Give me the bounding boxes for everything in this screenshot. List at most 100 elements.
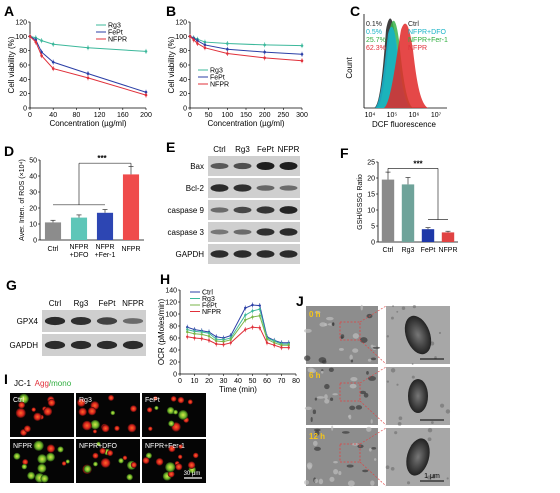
j-texture xyxy=(385,465,390,470)
h-point-fept xyxy=(265,338,269,341)
i-cell xyxy=(106,449,114,457)
h-xlabel: Time (min) xyxy=(219,385,257,394)
g-band xyxy=(122,340,144,350)
j-texture xyxy=(350,376,358,382)
b-point-fept xyxy=(300,52,304,56)
j-texture xyxy=(370,357,377,361)
b-ytick: 80 xyxy=(179,48,187,55)
h-xtick: 50 xyxy=(249,378,257,385)
agg-label: Agg xyxy=(35,379,49,388)
h-xtick: 30 xyxy=(220,378,228,385)
j-texture xyxy=(313,428,321,432)
j-texture xyxy=(328,367,334,372)
b-point-nfpr xyxy=(226,52,229,55)
j-texture xyxy=(304,355,311,361)
a-point-rg3 xyxy=(40,39,43,42)
i-cell xyxy=(90,419,100,430)
i-cell xyxy=(192,452,199,459)
i-cell xyxy=(21,463,28,470)
b-legend-label: Rg3 xyxy=(210,68,223,75)
j-texture xyxy=(304,406,312,410)
d-xtick-nfpr: NFPR xyxy=(121,246,140,253)
h-point-nfpr xyxy=(280,346,283,349)
j-texture xyxy=(398,416,403,421)
i-cell xyxy=(33,412,42,421)
e-strip xyxy=(208,222,300,242)
i-cell xyxy=(126,473,133,481)
e-band xyxy=(233,162,252,170)
j-texture xyxy=(312,440,318,447)
j-time-label: 0 h xyxy=(309,310,321,319)
h-xtick: 0 xyxy=(178,378,182,385)
b-point-fept xyxy=(263,50,266,54)
j-texture xyxy=(391,316,394,320)
svg-text:JC-1 Agg/mono: JC-1 Agg/mono xyxy=(14,379,72,388)
j-texture xyxy=(316,396,325,399)
g-band xyxy=(122,318,144,324)
j-time-label: 12 h xyxy=(309,432,325,441)
h-point-nfpr xyxy=(258,326,261,329)
b-series-nfpr-line xyxy=(189,35,303,62)
i-cell xyxy=(167,470,175,478)
h-legend-label: NFPR xyxy=(202,309,221,316)
j-mitochondrion xyxy=(404,315,432,355)
e-band xyxy=(279,250,298,258)
j-texture xyxy=(338,471,342,476)
i-tile-label: Rg3 xyxy=(79,397,92,404)
i-cell xyxy=(61,461,67,466)
e-band xyxy=(210,207,229,213)
panel-c-xlabel: DCF fluorescence xyxy=(372,120,437,129)
i-cell xyxy=(37,454,47,464)
a-point-fept xyxy=(86,72,90,75)
e-band xyxy=(279,206,298,214)
mono-label: /mono xyxy=(49,379,72,388)
i-cell xyxy=(187,399,193,405)
j-texture xyxy=(367,358,372,362)
j-texture xyxy=(312,409,317,415)
b-point-nfpr xyxy=(203,46,207,50)
j-zoom-line xyxy=(359,461,387,487)
h-point-fept xyxy=(207,335,211,338)
e-strip xyxy=(208,178,300,198)
c-xtick-0: 10⁴ xyxy=(365,112,376,119)
j-texture xyxy=(390,466,395,471)
d-ytick: 10 xyxy=(29,222,37,229)
j-texture xyxy=(401,306,406,310)
j-texture xyxy=(310,417,313,423)
a-point-rg3 xyxy=(51,42,55,46)
i-cell xyxy=(43,407,53,416)
b-legend-label: FePt xyxy=(210,75,225,82)
d-bar-0 xyxy=(44,222,62,240)
d-xtick-ctrl: Ctrl xyxy=(48,246,59,253)
j-texture xyxy=(333,468,339,475)
j-texture xyxy=(324,398,330,404)
f-ytick: 10 xyxy=(367,208,375,215)
b-ytick: 100 xyxy=(175,34,187,41)
pct-dfo: 0.5% xyxy=(366,29,382,36)
legend-c-nfpr: NFPR xyxy=(408,45,427,52)
h-point-nfpr xyxy=(200,337,203,340)
j-texture xyxy=(338,347,344,351)
a-xtick: 200 xyxy=(140,112,152,119)
panel-label-j: J xyxy=(296,293,304,309)
i-cell xyxy=(46,452,55,462)
j-mitochondrion xyxy=(408,379,428,413)
h-point-ctrl xyxy=(251,303,254,307)
h-point-fept xyxy=(186,330,189,334)
j-texture xyxy=(446,477,449,480)
j-texture xyxy=(431,474,436,479)
h-ytick: 20 xyxy=(169,360,177,367)
i-cell xyxy=(165,462,176,473)
j-texture xyxy=(396,310,399,313)
panel-label-h: H xyxy=(160,271,170,287)
h-point-fept xyxy=(229,338,232,341)
i-cell xyxy=(87,406,97,416)
i-cell xyxy=(175,463,183,471)
f-bar-0 xyxy=(381,179,395,242)
e-band xyxy=(210,250,229,258)
b-xlabel: Concentration (µg/ml) xyxy=(207,119,284,128)
a-legend-label: FePt xyxy=(108,30,123,37)
j-time-label: 6 h xyxy=(309,371,321,380)
b-xtick: 100 xyxy=(221,112,233,119)
